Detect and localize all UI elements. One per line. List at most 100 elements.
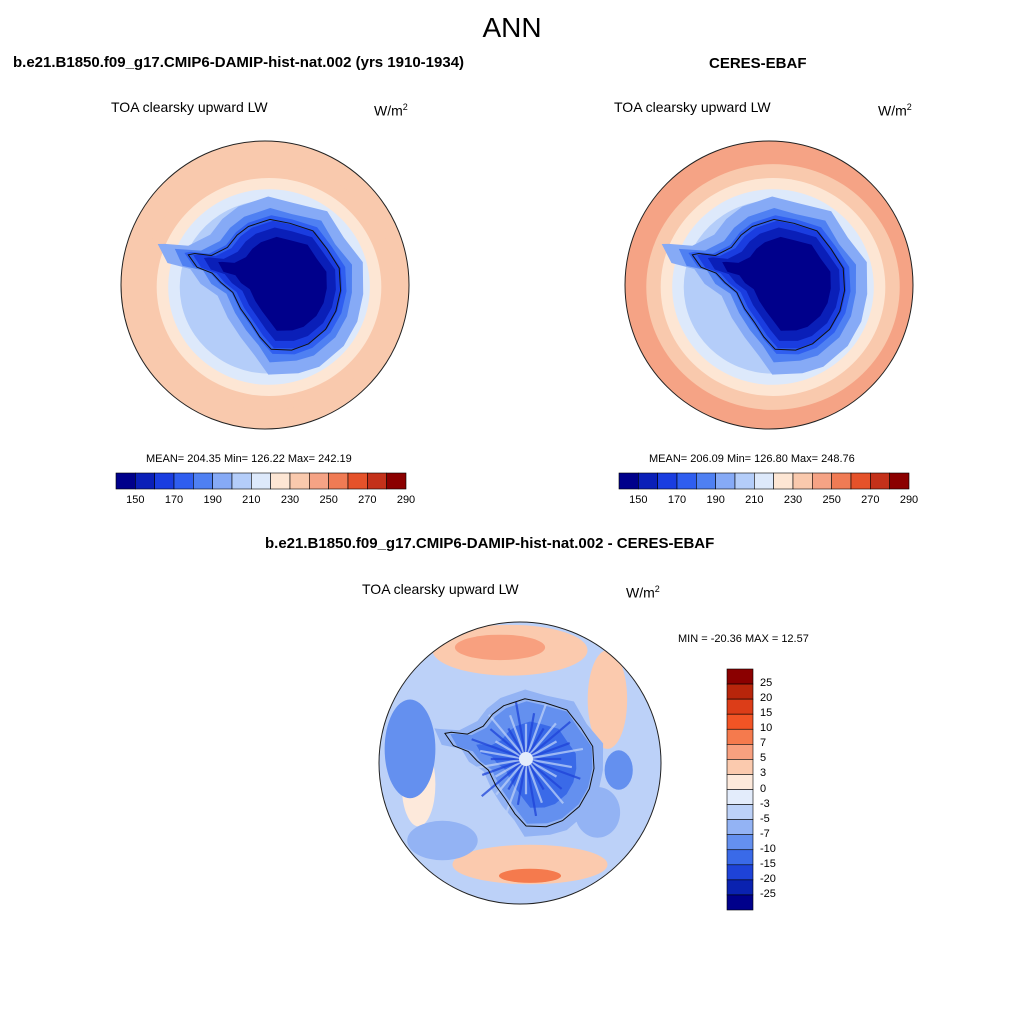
radial-streak [468, 757, 527, 771]
radial-streak [514, 701, 528, 760]
positive-anomaly [452, 844, 608, 885]
colorbar-tick-label: 250 [319, 494, 338, 506]
colorbar-cell [251, 472, 271, 490]
colorbar-cell [328, 472, 349, 490]
colorbar-cell [726, 668, 754, 685]
colorbar-tick-label: 170 [667, 494, 687, 506]
positive-anomaly [498, 868, 562, 883]
colorbar-cell [726, 713, 754, 730]
colorbar-cell [726, 789, 754, 805]
colorbar-cell [773, 472, 794, 490]
positive-anomaly [587, 650, 628, 749]
colorbar-tick-label: -10 [760, 842, 776, 855]
radial-streak [524, 704, 547, 760]
panel3-colorbar-ticks: 25 20 15 10 7 5 3 0 -3 -5 -7 -10 -15 -20 -25 [760, 669, 800, 910]
colorbar-tick-label: 15 [760, 707, 773, 720]
panel1-colorbar [115, 472, 407, 490]
radial-streak [524, 758, 543, 804]
map-field [121, 141, 409, 429]
radial-streak [524, 712, 536, 760]
radial-streak [525, 758, 563, 790]
panel1-colorbar-ticks: 150 170 190 210 230 250 270 290 [116, 494, 415, 508]
colorbar-tick-label: 10 [760, 722, 773, 735]
colorbar-cell [676, 472, 697, 490]
colorbar-tick-label: 7 [760, 737, 767, 750]
colorbar-cell [726, 759, 754, 775]
colorbar-cell [154, 472, 175, 490]
panel2-variable-title: TOA clearsky upward LW [614, 99, 771, 115]
radial-streak [505, 758, 528, 814]
radial-streak [481, 758, 527, 798]
colorbar-cell [726, 683, 754, 700]
map-border [378, 621, 662, 905]
radial-streak [495, 758, 527, 796]
panel1-polar-map [120, 140, 410, 430]
colorbar-tick-label: 290 [899, 494, 919, 506]
colorbar-tick-label: 170 [164, 494, 184, 506]
colorbar-tick-label: 25 [760, 677, 773, 690]
colorbar-cell [726, 849, 754, 866]
panel2-polar-map [624, 140, 914, 430]
colorbar-cell [726, 894, 754, 911]
colorbar-tick-label: 210 [745, 494, 764, 506]
map-field [379, 622, 661, 904]
contour-fill [218, 236, 327, 331]
panel3-variable-title: TOA clearsky upward LW [362, 581, 519, 597]
panel3-units: W/m2 [626, 584, 660, 601]
colorbar-cell [135, 472, 155, 490]
colorbar-tick-label: 270 [861, 494, 880, 506]
colorbar-cell [386, 472, 407, 490]
positive-anomaly [454, 634, 546, 661]
panel1-case-title: b.e21.B1850.f09_g17.CMIP6-DAMIP-hist-nat… [13, 54, 465, 71]
colorbar-cell [870, 472, 890, 490]
radial-streak [487, 714, 527, 760]
colorbar-cell [367, 472, 387, 490]
colorbar-tick-label: 290 [396, 494, 416, 506]
radial-streak [525, 757, 573, 769]
colorbar-tick-label: 190 [203, 494, 222, 506]
colorbar-tick-label: -15 [760, 857, 776, 870]
colorbar-cell [173, 472, 194, 490]
radial-streak [525, 742, 571, 761]
colorbar-tick-label: 150 [629, 494, 648, 506]
panel1-units: W/m2 [374, 102, 408, 119]
colorbar-tick-label: -5 [760, 812, 770, 825]
radial-streak [509, 714, 528, 760]
contour-fill [722, 236, 831, 331]
colorbar-cell [638, 472, 658, 490]
coastline [444, 698, 595, 828]
colorbar-cell [696, 472, 716, 490]
radial-streak [489, 728, 527, 760]
colorbar-cell [726, 804, 754, 820]
radial-streak [479, 749, 527, 761]
colorbar-tick-label: 210 [242, 494, 261, 506]
panel2-units: W/m2 [878, 102, 912, 119]
panel1-stats: MEAN= 204.35 Min= 126.22 Max= 242.19 [146, 453, 352, 465]
colorbar-cell [889, 472, 910, 490]
radial-streak [525, 720, 571, 760]
colorbar-cell [115, 472, 136, 490]
colorbar-cell [657, 472, 678, 490]
radial-streak [471, 738, 527, 761]
colorbar-cell [726, 819, 754, 835]
colorbar-cell [270, 472, 291, 490]
panel3-polar-map [378, 621, 662, 905]
colorbar-cell [754, 472, 774, 490]
radial-streak [525, 758, 565, 804]
panel3-stats: MIN = -20.36 MAX = 12.57 [678, 633, 809, 645]
main-title: ANN [482, 12, 542, 43]
radial-streak [525, 747, 584, 761]
colorbar-cell [309, 472, 329, 490]
colorbar-tick-label: -25 [760, 887, 776, 900]
negative-anomaly [384, 699, 436, 799]
colorbar-cell [212, 472, 233, 490]
colorbar-cell [726, 774, 754, 790]
colorbar-cell [726, 834, 754, 851]
coastline [691, 218, 846, 351]
colorbar-cell [726, 728, 754, 745]
colorbar-tick-label: 230 [280, 494, 300, 506]
colorbar-tick-label: 190 [706, 494, 725, 506]
panel3-case-title: b.e21.B1850.f09_g17.CMIP6-DAMIP-hist-nat… [265, 535, 715, 552]
colorbar-tick-label: 5 [760, 752, 767, 765]
colorbar-tick-label: 20 [760, 692, 773, 705]
